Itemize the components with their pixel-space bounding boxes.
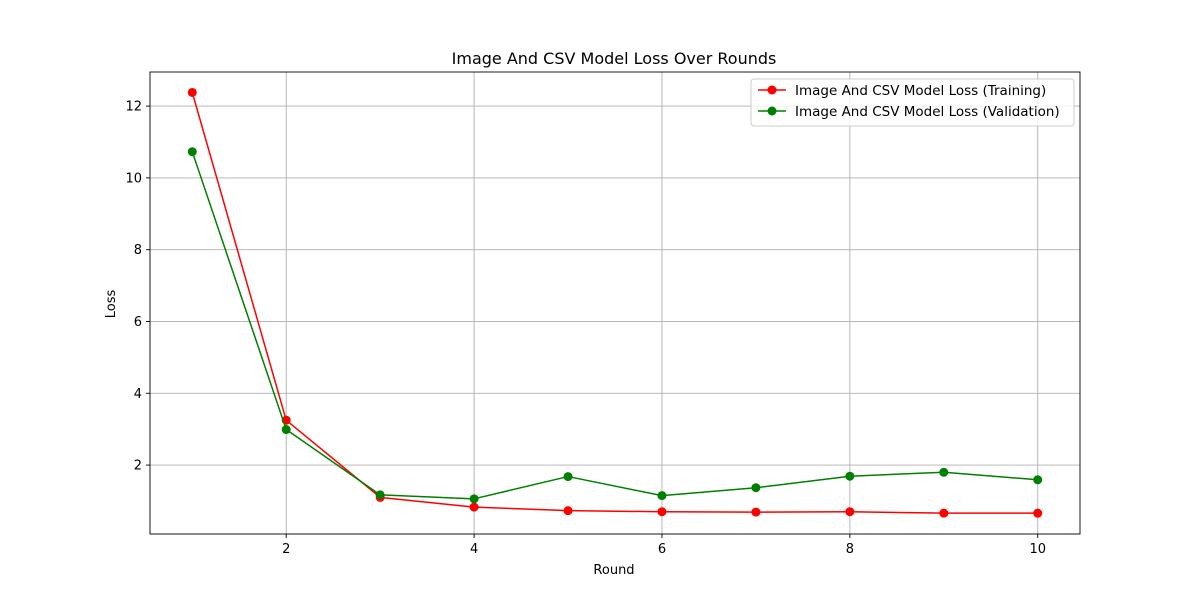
y-tick-label: 10 [125,171,142,186]
data-point-training [469,502,479,512]
data-point-validation [281,425,291,435]
data-point-validation [375,490,385,500]
axis-ticks: 2 4 6 8 10 2 4 6 8 10 12 [125,100,1046,557]
data-point-training [939,508,949,518]
data-point-validation [939,467,949,477]
data-point-validation [751,483,761,493]
data-point-training [187,87,197,97]
x-tick-label: 8 [846,542,854,557]
legend-label-training: Image And CSV Model Loss (Training) [795,83,1046,99]
data-point-validation [563,472,573,482]
legend-marker-training [767,85,777,95]
data-point-training [657,507,667,517]
series-layer [187,87,1043,518]
data-point-training [563,506,573,516]
data-point-validation [187,147,197,157]
legend-marker-validation [767,106,777,116]
legend: Image And CSV Model Loss (Training) Imag… [750,78,1075,127]
data-point-validation [657,491,667,501]
plot-frame [149,71,1081,535]
y-axis-label: Loss [104,290,119,319]
x-tick-label: 6 [658,542,666,557]
x-tick-label: 10 [1029,542,1046,557]
data-point-training [845,507,855,517]
y-tick-label: 8 [134,243,142,258]
series-line-training [191,92,1038,514]
x-tick-label: 2 [282,542,290,557]
y-tick-label: 6 [134,315,142,330]
y-tick-label: 2 [134,459,142,474]
data-point-validation [1033,475,1043,485]
legend-box [750,78,1075,127]
series-line-validation [191,151,1038,500]
chart-title: Image And CSV Model Loss Over Rounds [452,49,777,68]
data-point-validation [845,471,855,481]
y-tick-label: 12 [125,100,142,115]
y-tick-label: 4 [134,387,142,402]
legend-label-validation: Image And CSV Model Loss (Validation) [795,104,1060,120]
data-point-training [751,507,761,517]
x-axis-label: Round [593,563,634,578]
x-tick-label: 4 [470,542,478,557]
data-point-training [1033,508,1043,518]
data-point-validation [469,494,479,504]
